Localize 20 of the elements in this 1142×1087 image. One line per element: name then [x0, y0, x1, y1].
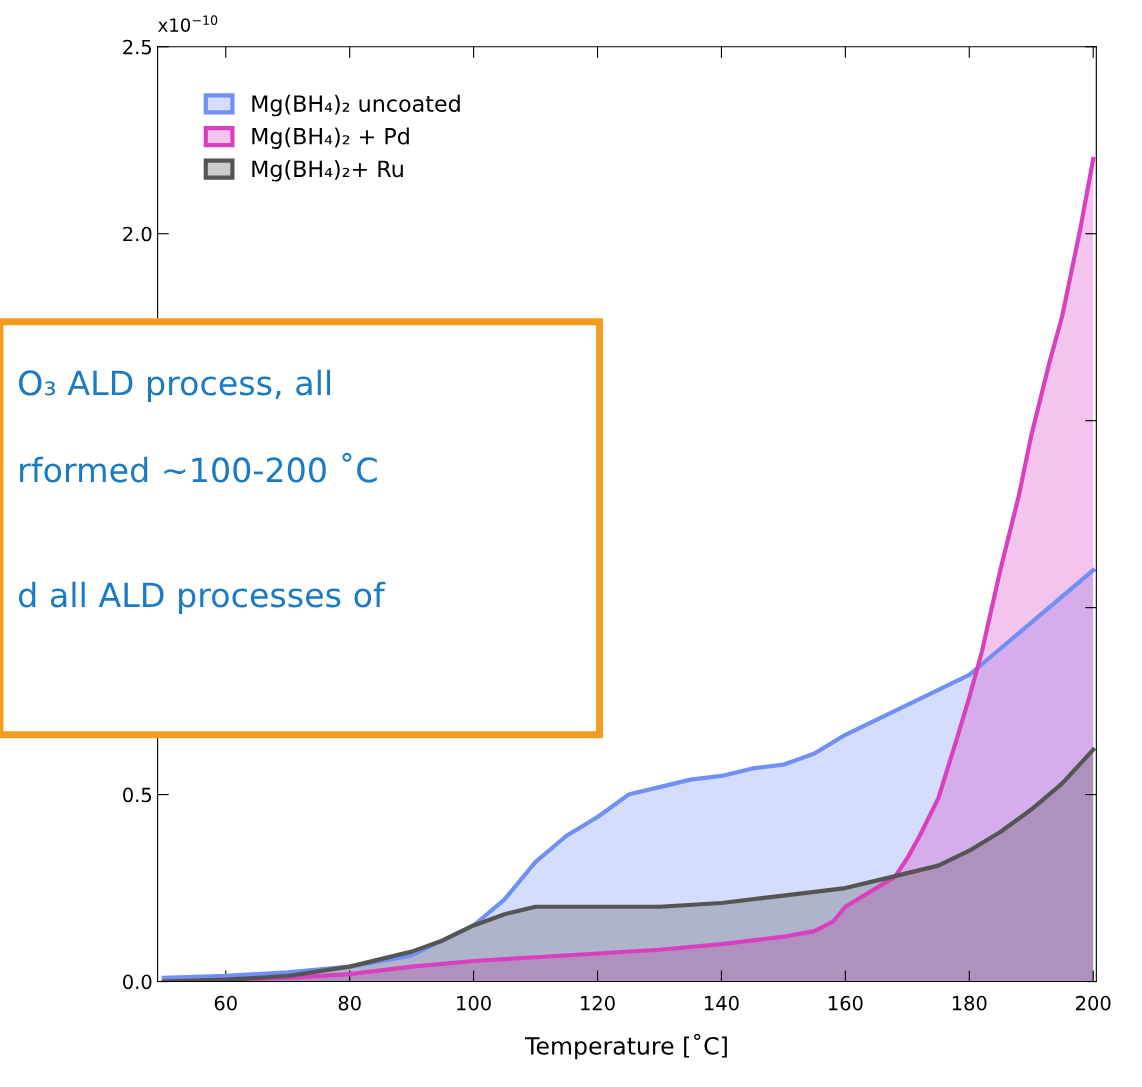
x-tick-label: 100: [457, 995, 491, 1011]
x-tick-label: 180: [952, 995, 987, 1011]
x-axis-title: Temperature [˚C]: [525, 1033, 727, 1060]
x-tick-label: 140: [705, 995, 739, 1011]
legend-label: Mg(BH₄)₂ uncoated: [252, 94, 460, 117]
x-tick-label: 120: [581, 995, 615, 1011]
x-tick-label: 60: [214, 995, 237, 1011]
legend-label: Mg(BH₄)₂+ Ru: [252, 160, 403, 182]
text: x10$^{−10}$: [158, 15, 218, 32]
annotation: d all ALD processes of: [18, 581, 386, 614]
x-tick-label: 80: [338, 995, 361, 1011]
x-tick-label: 160: [828, 995, 863, 1011]
x-tick-label: 200: [1076, 995, 1111, 1011]
legend-label: Mg(BH₄)₂ + Pd: [252, 127, 409, 149]
y-tick-label: 0.0: [123, 974, 152, 990]
annotation: rformed ~100-200 ˚C: [20, 452, 377, 483]
annotation: O₃ ALD process, all: [19, 369, 331, 403]
y-tick-label: 2.0: [123, 226, 152, 242]
y-tick-label: 0.5: [123, 787, 152, 803]
y-tick-label: 2.5: [123, 39, 152, 55]
